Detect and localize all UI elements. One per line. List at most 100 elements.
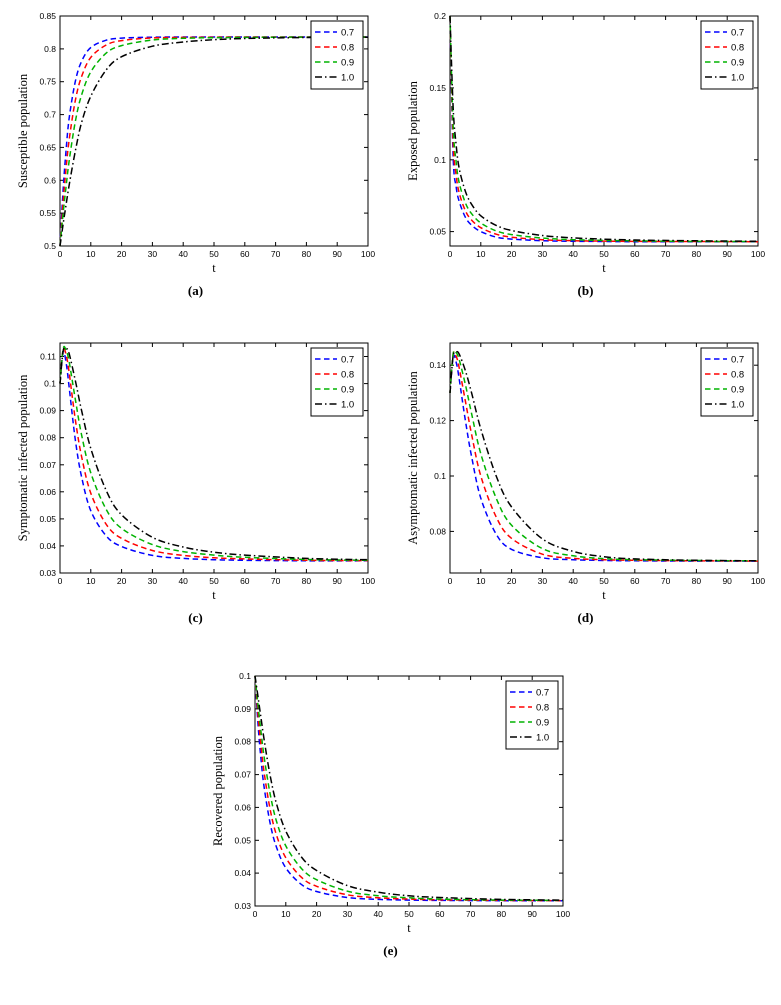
y-axis-label: Susceptible population	[16, 73, 30, 188]
chart-caption-b: (b)	[577, 283, 594, 298]
x-tick-label: 0	[57, 249, 62, 259]
y-tick-label: 0.05	[39, 514, 56, 524]
x-axis-label: t	[407, 921, 411, 935]
x-tick-label: 70	[270, 249, 280, 259]
x-tick-label: 20	[506, 576, 516, 586]
y-tick-label: 0.08	[429, 526, 446, 536]
y-tick-label: 0.6	[44, 175, 56, 185]
x-tick-label: 50	[209, 249, 219, 259]
series-line-0.8	[253, 675, 563, 902]
series-line-1.0	[448, 15, 758, 243]
series-line-0.7	[253, 675, 563, 902]
y-tick-label: 0.1	[434, 471, 446, 481]
series-line-0.8	[58, 347, 368, 562]
chart-exposed-canvas: 0 10 20 30 40 50 60 70 80 90 100 0.05 0.1 0.15 0.2 t Exp…	[401, 6, 770, 282]
series-line-0.8	[448, 351, 758, 562]
legend-entry-1.0: 1.0	[731, 400, 744, 411]
legend-entry-0.9: 0.9	[341, 385, 354, 396]
chart-caption-d: (d)	[577, 610, 594, 625]
x-tick-label: 70	[660, 249, 670, 259]
x-axis-label: t	[212, 588, 216, 602]
chart-susceptible: 0 10 20 30 40 50 60 70 80 90 100 0.5 0.55 0.6 0.65 0.7 0…	[11, 6, 380, 299]
y-tick-label: 0.55	[39, 208, 56, 218]
y-tick-label: 0.8	[44, 44, 56, 54]
y-tick-label: 0.04	[234, 868, 251, 878]
legend-entry-0.9: 0.9	[341, 58, 354, 69]
x-tick-label: 50	[599, 249, 609, 259]
legend-entry-0.8: 0.8	[536, 703, 549, 714]
x-tick-label: 40	[373, 909, 383, 919]
y-tick-label: 0.03	[39, 568, 56, 578]
y-tick-label: 0.06	[39, 487, 56, 497]
x-tick-label: 70	[270, 576, 280, 586]
legend: 0.7 0.8 0.9 1.0	[700, 347, 753, 417]
x-axis-label: t	[602, 261, 606, 275]
x-tick-label: 80	[691, 576, 701, 586]
x-tick-label: 20	[116, 576, 126, 586]
x-tick-label: 70	[465, 909, 475, 919]
x-tick-label: 70	[660, 576, 670, 586]
chart-caption-c: (c)	[188, 610, 203, 625]
legend: 0.7 0.8 0.9 1.0	[505, 680, 558, 750]
x-tick-label: 80	[301, 576, 311, 586]
x-tick-label: 40	[178, 576, 188, 586]
x-tick-label: 20	[506, 249, 516, 259]
legend: 0.7 0.8 0.9 1.0	[310, 20, 363, 90]
series-line-0.8	[448, 15, 758, 243]
chart-caption-a: (a)	[187, 283, 204, 298]
y-tick-label: 0.05	[429, 227, 446, 237]
y-axis-label: Symptomatic infected population	[16, 374, 30, 541]
y-axis-label: Asymptomatic infected population	[406, 370, 420, 544]
y-tick-label: 0.07	[234, 770, 251, 780]
x-tick-label: 50	[599, 576, 609, 586]
x-tick-label: 30	[342, 909, 352, 919]
series-line-0.7	[448, 15, 758, 243]
chart-symptomatic-canvas: 0 10 20 30 40 50 60 70 80 90 100 0.03 0.04 0.05 0.06 0.…	[11, 333, 380, 609]
x-tick-label: 90	[722, 249, 732, 259]
x-tick-label: 30	[537, 576, 547, 586]
row-3: 0 10 20 30 40 50 60 70 80 90 100 0.03 0.04 0.05 0.06 0.…	[206, 666, 575, 959]
chart-recovered-canvas: 0 10 20 30 40 50 60 70 80 90 100 0.03 0.04 0.05 0.06 0.…	[206, 666, 575, 942]
series-line-1.0	[448, 350, 758, 562]
x-tick-label: 60	[435, 909, 445, 919]
legend-entry-1.0: 1.0	[731, 73, 744, 84]
x-tick-label: 0	[252, 909, 257, 919]
legend-entry-0.7: 0.7	[341, 355, 354, 366]
y-tick-label: 0.04	[39, 541, 56, 551]
x-tick-label: 100	[555, 909, 569, 919]
legend-entry-0.9: 0.9	[731, 385, 744, 396]
x-tick-label: 90	[332, 576, 342, 586]
x-tick-label: 90	[722, 576, 732, 586]
series-line-0.9	[253, 675, 563, 902]
y-tick-label: 0.08	[39, 433, 56, 443]
x-tick-label: 40	[178, 249, 188, 259]
y-tick-label: 0.85	[39, 11, 56, 21]
x-tick-label: 60	[240, 249, 250, 259]
y-tick-label: 0.5	[44, 241, 56, 251]
x-tick-label: 80	[496, 909, 506, 919]
x-tick-label: 0	[447, 576, 452, 586]
x-tick-label: 0	[57, 576, 62, 586]
x-tick-label: 60	[240, 576, 250, 586]
y-tick-label: 0.12	[429, 416, 446, 426]
y-tick-label: 0.09	[234, 704, 251, 714]
legend-entry-1.0: 1.0	[341, 400, 354, 411]
legend-entry-0.7: 0.7	[731, 28, 744, 39]
x-tick-label: 90	[527, 909, 537, 919]
x-tick-label: 100	[750, 576, 764, 586]
legend-entry-0.9: 0.9	[536, 718, 549, 729]
y-tick-label: 0.7	[44, 110, 56, 120]
y-tick-label: 0.05	[234, 835, 251, 845]
series-line-0.9	[448, 15, 758, 243]
legend: 0.7 0.8 0.9 1.0	[310, 347, 363, 417]
y-tick-label: 0.75	[39, 77, 56, 87]
x-tick-label: 80	[691, 249, 701, 259]
x-tick-label: 80	[301, 249, 311, 259]
legend-entry-0.7: 0.7	[536, 688, 549, 699]
series-line-0.7	[58, 36, 368, 247]
legend-entry-0.8: 0.8	[341, 43, 354, 54]
x-tick-label: 100	[750, 249, 764, 259]
legend-entry-0.7: 0.7	[731, 355, 744, 366]
series-line-1.0	[58, 36, 368, 247]
x-axis-label: t	[212, 261, 216, 275]
